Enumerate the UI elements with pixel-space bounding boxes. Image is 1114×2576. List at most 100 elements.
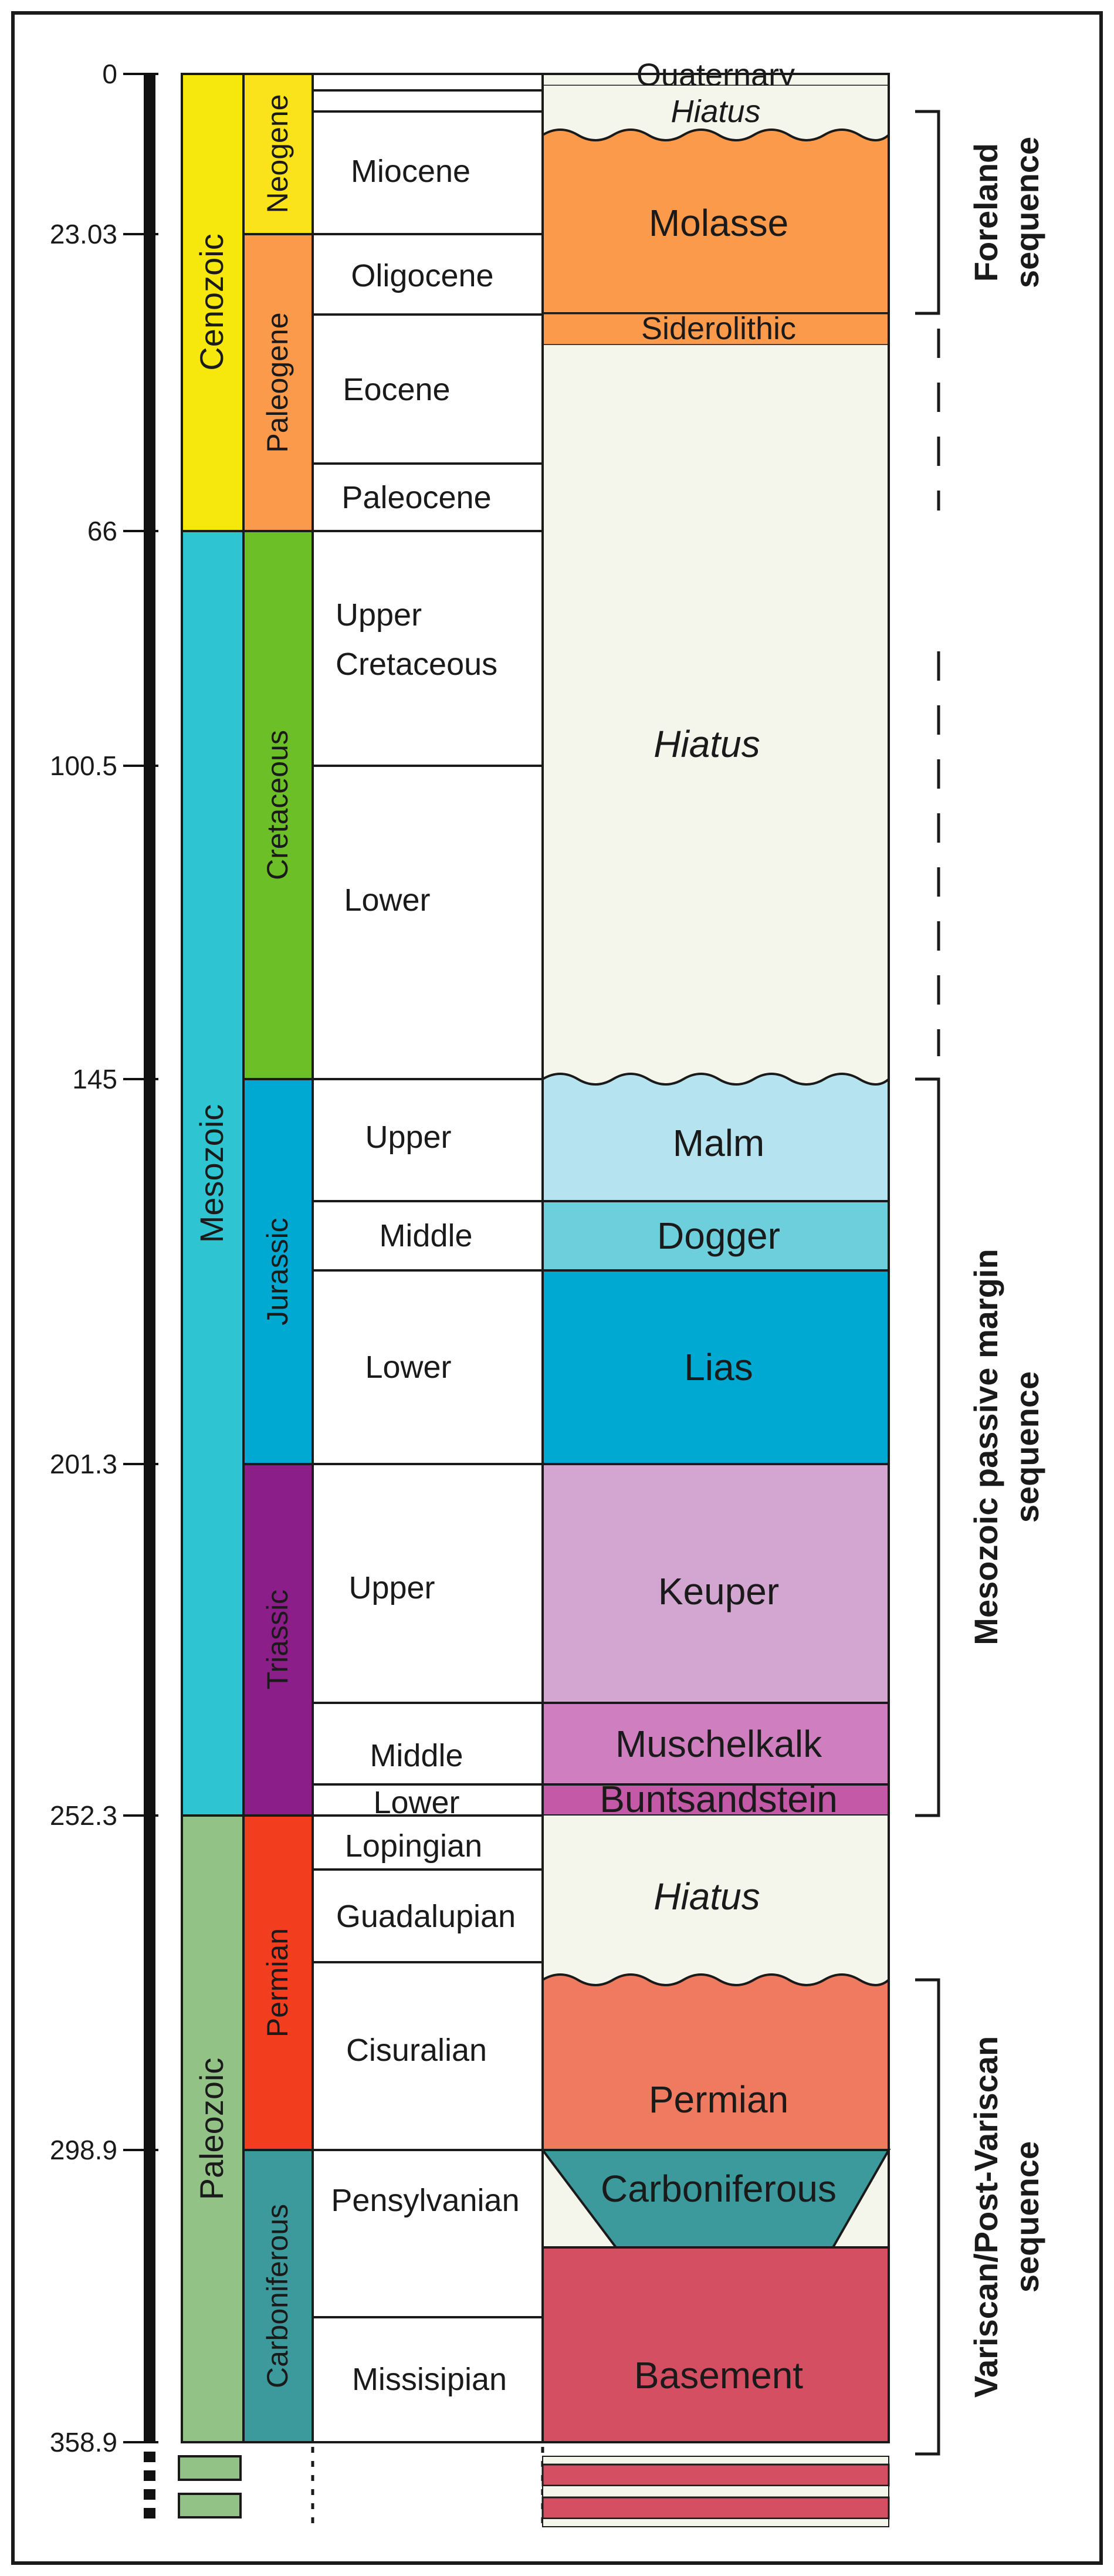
unit-label: Dogger xyxy=(657,1215,780,1257)
mesozoic-bracket xyxy=(915,1077,940,1817)
unit-hiatus xyxy=(543,86,889,135)
age-label: 145 xyxy=(72,1064,117,1094)
unit-label: Molasse xyxy=(649,202,788,244)
era-mesozoic xyxy=(181,530,245,1817)
era-label: Paleozoic xyxy=(193,2058,230,2200)
unit-continuation xyxy=(542,2456,889,2465)
unit-hiatus xyxy=(543,345,889,1079)
unit-label: Basement xyxy=(634,2354,803,2396)
epoch-label: Middle xyxy=(379,1218,472,1253)
epoch-label: Guadalupian xyxy=(336,1899,516,1934)
age-label: 100.5 xyxy=(50,751,117,781)
unit-label: Lias xyxy=(684,1346,753,1388)
age-label: 298.9 xyxy=(50,2135,117,2165)
unit-label: Muschelkalk xyxy=(615,1723,822,1765)
unit-continuation xyxy=(541,2496,890,2520)
epoch-cell xyxy=(311,1200,544,1272)
period-label: Triassic xyxy=(261,1590,294,1689)
period-label: Paleogene xyxy=(261,312,294,452)
epoch-cell xyxy=(311,2149,544,2318)
epoch-label: Paleocene xyxy=(341,480,491,515)
unit-continuation xyxy=(542,2518,889,2527)
unit-permian xyxy=(541,1973,890,2151)
time-axis-bar xyxy=(144,73,155,2443)
epoch-cell xyxy=(311,1702,544,1786)
unit-label: Hiatus xyxy=(671,94,760,129)
epoch-label: Middle xyxy=(370,1738,463,1773)
epoch-label: Oligocene xyxy=(351,258,493,293)
period-label: Permian xyxy=(261,1928,294,2037)
period-label: Neogene xyxy=(261,94,294,214)
unit-label: Buntsandstein xyxy=(600,1778,838,1820)
sequence-label: sequence xyxy=(1008,137,1045,288)
unit-label: Malm xyxy=(673,1122,764,1164)
sequence-label: sequence xyxy=(1008,2141,1045,2293)
unit-buntsandstein xyxy=(541,1783,890,1817)
foreland-bracket xyxy=(915,110,940,315)
epoch-label: Lower xyxy=(365,1350,451,1385)
period-column: Neogene Paleogene Cretaceous Jurassic Tr… xyxy=(242,73,314,2443)
epoch-label: Lopingian xyxy=(345,1828,482,1864)
era-label: Cenozoic xyxy=(193,234,230,370)
epoch-label: Miocene xyxy=(351,154,470,189)
unit-malm xyxy=(541,1073,890,1202)
period-label: Cretaceous xyxy=(261,730,294,880)
era-paleozoic xyxy=(181,1814,245,2443)
epoch-cell xyxy=(311,1463,544,1704)
unit-label: Carboniferous xyxy=(601,2168,837,2210)
epoch-label: Cretaceous xyxy=(336,647,497,682)
period-label: Jurassic xyxy=(261,1218,294,1325)
era-label: Mesozoic xyxy=(193,1104,230,1243)
epoch-label: Upper xyxy=(348,1570,435,1605)
period-label: Carboniferous xyxy=(261,2204,294,2388)
unit-molasse xyxy=(541,129,890,315)
period-paleogene xyxy=(242,233,314,532)
epoch-top-thin xyxy=(311,73,544,92)
era-column: Cenozoic Mesozoic Paleozoic xyxy=(178,73,245,2518)
unit-label: Permian xyxy=(649,2078,788,2121)
era-continuation-box xyxy=(178,2493,242,2518)
time-axis-dash xyxy=(144,2508,155,2518)
sequence-brackets: Foreland sequence Mesozoic passive margi… xyxy=(915,110,1045,2456)
time-axis-dash xyxy=(144,2470,155,2481)
age-label: 201.3 xyxy=(50,1449,117,1479)
unit-basement xyxy=(541,2246,890,2443)
epoch-cell xyxy=(311,765,544,1080)
unit-lias xyxy=(541,1269,890,1465)
unit-siderolithic xyxy=(541,312,890,346)
epoch-label: Upper xyxy=(365,1120,451,1155)
period-triassic xyxy=(242,1463,314,1817)
epoch-column: Miocene Oligocene Eocene Paleocene Upper… xyxy=(311,73,544,2527)
age-label: 358.9 xyxy=(50,2427,117,2457)
unit-label: Hiatus xyxy=(653,723,760,765)
epoch-cell xyxy=(311,1783,544,1817)
period-cretaceous xyxy=(242,530,314,1080)
epoch-label: Cisuralian xyxy=(346,2033,487,2068)
unit-continuation xyxy=(541,2463,890,2487)
unit-label: Keuper xyxy=(658,1570,779,1612)
epoch-cell xyxy=(311,2316,544,2443)
unit-hiatus xyxy=(543,1816,889,1980)
epoch-label: Upper xyxy=(336,597,422,633)
era-continuation-box xyxy=(178,2455,242,2481)
epoch-cell xyxy=(311,462,544,532)
epoch-label: Eocene xyxy=(343,372,450,407)
epoch-top-thin xyxy=(311,89,544,113)
period-carboniferous xyxy=(242,2149,314,2443)
epoch-label: Lower xyxy=(344,883,430,918)
period-permian xyxy=(242,1814,314,2151)
age-label: 66 xyxy=(87,516,117,546)
unit-column-outline xyxy=(541,73,890,2443)
time-axis-dash xyxy=(144,2489,155,2500)
sequence-label: Foreland xyxy=(967,143,1004,282)
age-label: 0 xyxy=(102,59,117,89)
unit-keuper xyxy=(541,1463,890,1704)
sequence-label: Mesozoic passive margin xyxy=(967,1249,1004,1645)
epoch-cell xyxy=(311,110,544,235)
epoch-cell xyxy=(311,233,544,316)
unit-label: Siderolithic xyxy=(641,311,796,346)
unit-label: Hiatus xyxy=(653,1875,760,1918)
epoch-cell xyxy=(311,313,544,465)
epoch-label: Missisipian xyxy=(352,2362,507,2397)
